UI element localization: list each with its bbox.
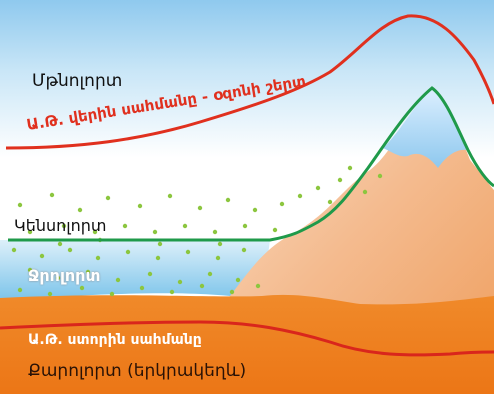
biosphere-dot [57,241,63,247]
biosphere-label: Կենսոլորտ [14,216,107,235]
biosphere-line [8,86,494,242]
biosphere-dot [242,223,248,229]
biosphere-dot [61,223,67,229]
biosphere-dot [157,241,163,247]
biosphere-dot [279,201,285,207]
biosphere-dot [139,285,145,291]
biosphere-dot [185,249,191,255]
lower-limit-line [0,320,494,357]
biosphere-dot [182,223,188,229]
biosphere-dot [207,271,213,277]
stratosphere-label: Մթնոլորտ [32,71,123,91]
biosphere-dot [95,255,101,261]
biosphere-dot [47,291,53,297]
biosphere-dot [115,277,121,283]
biosphere-dots [11,165,383,297]
upper-limit-line [5,14,494,150]
biosphere-dot [11,247,17,253]
biosphere-dot [297,193,303,199]
biosphere-dot [235,277,241,283]
biosphere-dot [67,247,73,253]
biosphere-dot [137,203,143,209]
biosphere-dot [337,177,343,183]
biosphere-dot [225,197,231,203]
biosphere-dot [17,287,23,293]
biosphere-dot [152,229,158,235]
biosphere-dot [77,207,83,213]
biosphere-dot [27,229,33,235]
biosphere-dot [167,193,173,199]
biosphere-dot [315,185,321,191]
biosphere-dot [252,207,258,213]
ground-band [0,294,494,394]
biosphere-dot [85,269,91,275]
biosphere-dot [197,205,203,211]
biosphere-dot [122,223,128,229]
biosphere-dot [177,279,183,285]
snow-cap [383,88,468,168]
lower-limit-label: Ա.Թ. ստորին սահմանը [28,332,202,348]
biosphere-dot [49,192,55,198]
biosphere-dot [212,229,218,235]
biosphere-dot [215,255,221,261]
biosphere-dot [55,275,61,281]
biosphere-dot [169,289,175,295]
biosphere-dot [199,283,205,289]
hydrosphere-label: Ջրոլորտ [28,266,101,285]
biosphere-dot [347,165,353,171]
lithosphere-label: Քարոլորտ (երկրակեղև) [28,361,247,381]
biosphere-dot [105,195,111,201]
biosphere-dot [255,283,261,289]
biosphere-dot [377,173,383,179]
biosphere-dot [229,289,235,295]
biosphere-dot [39,253,45,259]
biosphere-dot [217,241,223,247]
biosphere-dot [79,285,85,291]
biosphere-dot [147,271,153,277]
biosphere-dot [92,229,98,235]
biosphere-dot [362,189,368,195]
biosphere-dot [27,267,33,273]
biosphere-dot [17,202,23,208]
biosphere-dot [109,291,115,297]
biosphere-dot [155,255,161,261]
biosphere-dot [241,247,247,253]
biosphere-dot [272,227,278,233]
biosphere-dot [125,249,131,255]
biosphere-dot [327,199,333,205]
